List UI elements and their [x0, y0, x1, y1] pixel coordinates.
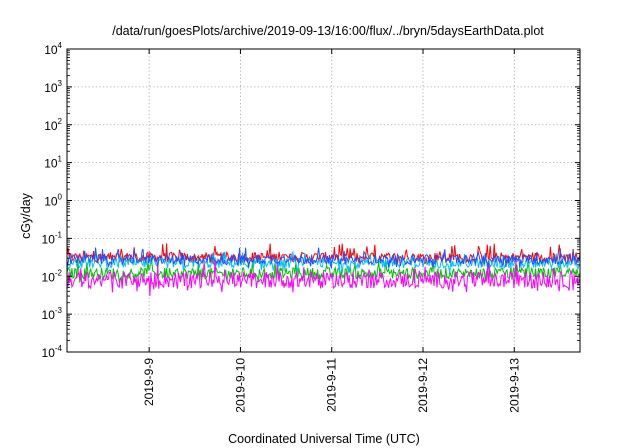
y-tick-label-base: 10	[44, 81, 58, 95]
y-axis-label: cGy/day	[19, 192, 33, 239]
y-tick-label-exponent: 4	[58, 41, 63, 50]
y-tick-label: 10-4	[42, 344, 63, 360]
y-tick-label-exponent: 0	[58, 193, 63, 202]
grid-lines	[67, 49, 580, 352]
y-tick-label-exponent: 3	[58, 79, 63, 88]
y-tick-label: 104	[44, 41, 62, 57]
x-tick-label: 2019-9-9	[142, 358, 156, 406]
y-tick-label-base: 10	[42, 346, 56, 360]
x-tick-label: 2019-9-12	[416, 358, 430, 413]
y-tick-label-exponent: -1	[55, 230, 63, 239]
y-tick-label-base: 10	[42, 232, 56, 246]
y-tick-label-exponent: 1	[58, 155, 63, 164]
y-tick-label: 103	[44, 79, 62, 95]
y-tick-label-exponent: -4	[55, 344, 63, 353]
y-tick-label-base: 10	[44, 195, 58, 209]
y-tick-label: 102	[44, 117, 62, 133]
y-tick-label: 101	[44, 155, 62, 171]
chart-title: /data/run/goesPlots/archive/2019-09-13/1…	[112, 24, 544, 38]
x-axis-label: Coordinated Universal Time (UTC)	[228, 432, 420, 446]
y-tick-label: 10-1	[42, 230, 63, 246]
y-tick-label-exponent: -3	[55, 306, 63, 315]
y-tick-label-base: 10	[42, 308, 56, 322]
x-tick-label: 2019-9-13	[507, 358, 521, 413]
y-tick-label-exponent: -2	[55, 268, 63, 277]
y-tick-label: 10-2	[42, 268, 63, 284]
data-series	[66, 243, 581, 297]
x-tick-label: 2019-9-10	[233, 358, 247, 413]
y-tick-label-base: 10	[44, 119, 58, 133]
y-tick-label-exponent: 2	[58, 117, 63, 126]
series-line	[66, 260, 581, 297]
y-tick-label: 100	[44, 193, 62, 209]
y-tick-label: 10-3	[42, 306, 63, 322]
series-line	[66, 258, 581, 284]
x-tick-label: 2019-9-11	[325, 358, 339, 412]
series-line	[66, 247, 581, 269]
y-tick-label-base: 10	[42, 270, 56, 284]
y-tick-label-base: 10	[44, 157, 58, 171]
y-tick-label-base: 10	[44, 43, 58, 57]
